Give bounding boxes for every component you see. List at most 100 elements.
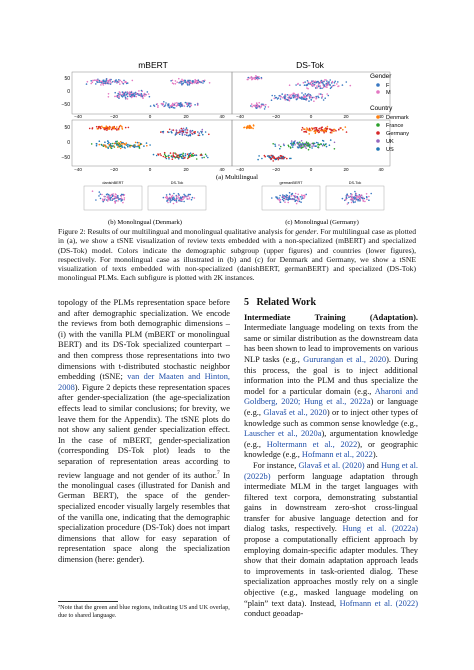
tsne-point: [278, 144, 280, 146]
tsne-point: [306, 145, 308, 147]
citation[interactable]: Lauscher et al., 2020a: [244, 429, 322, 439]
xtick: 40: [378, 167, 384, 172]
tsne-point: [300, 201, 302, 203]
tsne-point: [165, 157, 168, 160]
tsne-point: [267, 106, 270, 108]
citation[interactable]: Hofmann et al., 2022: [301, 450, 373, 460]
tsne-point: [308, 133, 311, 135]
tsne-point: [189, 152, 192, 154]
tsne-point: [291, 198, 294, 200]
dstok-country-plot: [231, 119, 391, 167]
tsne-point: [168, 193, 171, 195]
xtick: 0: [310, 114, 313, 119]
citation[interactable]: Hung et al. (2022a): [342, 524, 418, 534]
tsne-point: [174, 102, 176, 104]
ytick-bot-1: 50: [64, 125, 70, 131]
tsne-point: [281, 198, 284, 201]
tsne-point: [184, 133, 186, 136]
tsne-point: [356, 198, 358, 201]
footnote-marker[interactable]: 7: [217, 469, 220, 476]
tsne-point: [270, 99, 273, 101]
tsne-point: [247, 76, 250, 79]
tsne-point: [323, 144, 326, 147]
tsne-point: [182, 154, 184, 156]
tsne-point: [106, 140, 109, 142]
citation[interactable]: Glavaš et al. (2020): [298, 460, 365, 470]
tsne-point: [293, 198, 296, 200]
section-title: Related Work: [256, 297, 317, 308]
xtick: −20: [272, 167, 280, 172]
legend-dot-us: [376, 147, 380, 151]
tsne-point: [301, 129, 303, 131]
tsne-point: [184, 101, 187, 104]
tsne-point: [323, 131, 325, 134]
tsne-point: [364, 200, 366, 203]
tsne-point: [293, 95, 295, 97]
tsne-point: [318, 131, 321, 133]
tsne-point: [186, 81, 188, 83]
tsne-point: [119, 93, 121, 95]
citation-van-der-maaten[interactable]: van der Maaten and Hinton, 2008: [58, 372, 230, 392]
tsne-point: [172, 152, 175, 154]
tsne-point: [250, 127, 252, 129]
citation[interactable]: Aharoni and Goldberg, 2020; Hung et al.,…: [244, 386, 418, 407]
xtick: 20: [343, 114, 349, 119]
citation[interactable]: Glavaš et al., 2020: [263, 407, 327, 417]
tsne-point: [180, 127, 183, 130]
tsne-point: [97, 125, 100, 128]
tsne-point: [170, 106, 173, 108]
citation[interactable]: Gururangan et al., 2020: [303, 354, 387, 364]
tsne-point: [354, 197, 357, 199]
tsne-point: [178, 104, 181, 107]
citation[interactable]: Hofmann et al. (2022): [339, 598, 418, 608]
tsne-point: [318, 93, 321, 95]
tsne-point: [138, 147, 141, 149]
tsne-point: [171, 102, 174, 105]
tsne-point: [118, 145, 120, 147]
tsne-point: [296, 94, 298, 96]
tsne-point: [316, 85, 318, 87]
subcaption-c: (c) Monolingual (Germany): [285, 219, 359, 226]
citation[interactable]: Hung et al. (2022b): [244, 460, 419, 481]
tsne-point: [300, 194, 303, 196]
tsne-point: [313, 81, 316, 84]
tsne-point: [193, 197, 196, 199]
tsne-point: [149, 105, 152, 107]
tsne-point: [169, 105, 172, 107]
tsne-point: [180, 103, 183, 106]
tsne-point: [115, 194, 117, 196]
tsne-point: [204, 153, 207, 156]
tsne-point: [205, 155, 208, 157]
tsne-point: [306, 87, 308, 89]
tsne-point: [103, 199, 105, 202]
tsne-point: [312, 82, 314, 85]
tsne-point: [187, 154, 190, 157]
tsne-point: [282, 196, 285, 199]
tsne-point: [351, 197, 354, 200]
tsne-point: [348, 196, 350, 198]
tsne-point: [118, 97, 120, 99]
citation[interactable]: Holtermann et al., 2022: [266, 439, 358, 449]
tsne-point: [111, 81, 114, 83]
tsne-point: [318, 143, 320, 146]
tsne-point: [101, 144, 103, 146]
tsne-point: [97, 79, 99, 81]
tsne-point: [172, 106, 175, 109]
tsne-point: [186, 129, 189, 131]
tsne-point: [109, 146, 112, 148]
tsne-point: [361, 196, 363, 199]
tsne-point: [95, 142, 98, 145]
tsne-point: [304, 145, 306, 147]
tsne-point: [207, 156, 209, 159]
tsne-point: [157, 154, 160, 156]
tsne-point: [177, 158, 180, 160]
tsne-point: [324, 85, 327, 88]
tsne-point: [316, 129, 318, 131]
tsne-point: [303, 95, 306, 97]
tsne-point: [279, 95, 282, 98]
tsne-point: [337, 81, 339, 83]
tsne-point: [112, 142, 114, 145]
tsne-point: [122, 83, 125, 85]
tsne-point: [165, 102, 167, 104]
tsne-point: [108, 79, 110, 82]
